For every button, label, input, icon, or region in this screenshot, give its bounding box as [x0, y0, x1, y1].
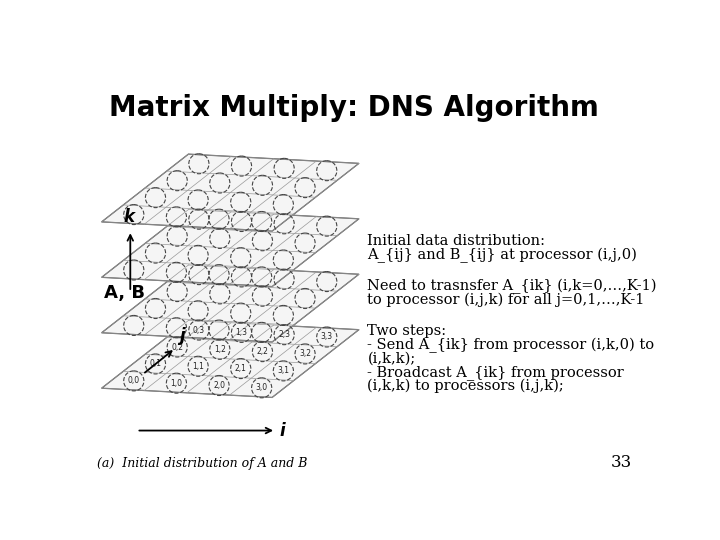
Text: 3,1: 3,1: [277, 366, 289, 375]
Text: 0,3: 0,3: [193, 326, 205, 335]
Text: A, B: A, B: [104, 284, 145, 302]
Text: (a)  Initial distribution of A and B: (a) Initial distribution of A and B: [97, 457, 307, 470]
Text: Initial data distribution:: Initial data distribution:: [367, 234, 546, 248]
Text: Need to trasnsfer A_{ik} (i,k=0,…,K-1): Need to trasnsfer A_{ik} (i,k=0,…,K-1): [367, 279, 657, 294]
Polygon shape: [102, 265, 359, 342]
Text: (i,k,k);: (i,k,k);: [367, 351, 415, 365]
Text: k: k: [123, 208, 134, 226]
Text: 0,1: 0,1: [150, 360, 161, 368]
Text: 33: 33: [611, 454, 632, 471]
Text: Two steps:: Two steps:: [367, 323, 446, 338]
Text: - Send A_{ik} from processor (i,k,0) to: - Send A_{ik} from processor (i,k,0) to: [367, 338, 654, 353]
Polygon shape: [102, 320, 359, 397]
Text: 1,2: 1,2: [214, 345, 226, 354]
Polygon shape: [102, 154, 359, 231]
Polygon shape: [102, 210, 359, 287]
Text: to processor (i,j,k) for all j=0,1,…,K-1: to processor (i,j,k) for all j=0,1,…,K-1: [367, 293, 645, 307]
Text: 2,2: 2,2: [256, 347, 269, 356]
Text: 1,1: 1,1: [192, 362, 204, 371]
Text: Matrix Multiply: DNS Algorithm: Matrix Multiply: DNS Algorithm: [109, 94, 599, 122]
Text: - Broadcast A_{ik} from processor: - Broadcast A_{ik} from processor: [367, 365, 624, 380]
Text: 3,0: 3,0: [256, 383, 268, 393]
Text: 2,3: 2,3: [278, 330, 290, 339]
Text: 0,0: 0,0: [127, 376, 140, 386]
Text: 1,3: 1,3: [235, 328, 248, 337]
Text: j: j: [179, 327, 185, 345]
Text: 2,1: 2,1: [235, 364, 247, 373]
Text: 0,2: 0,2: [171, 342, 183, 352]
Text: 2,0: 2,0: [213, 381, 225, 390]
Text: 3,2: 3,2: [299, 349, 311, 359]
Text: A_{ij} and B_{ij} at processor (i,j,0): A_{ij} and B_{ij} at processor (i,j,0): [367, 248, 637, 264]
Text: i: i: [279, 422, 285, 440]
Text: (i,k,k) to processors (i,j,k);: (i,k,k) to processors (i,j,k);: [367, 379, 564, 393]
Text: 3,3: 3,3: [320, 333, 333, 341]
Text: 1,0: 1,0: [171, 379, 182, 388]
